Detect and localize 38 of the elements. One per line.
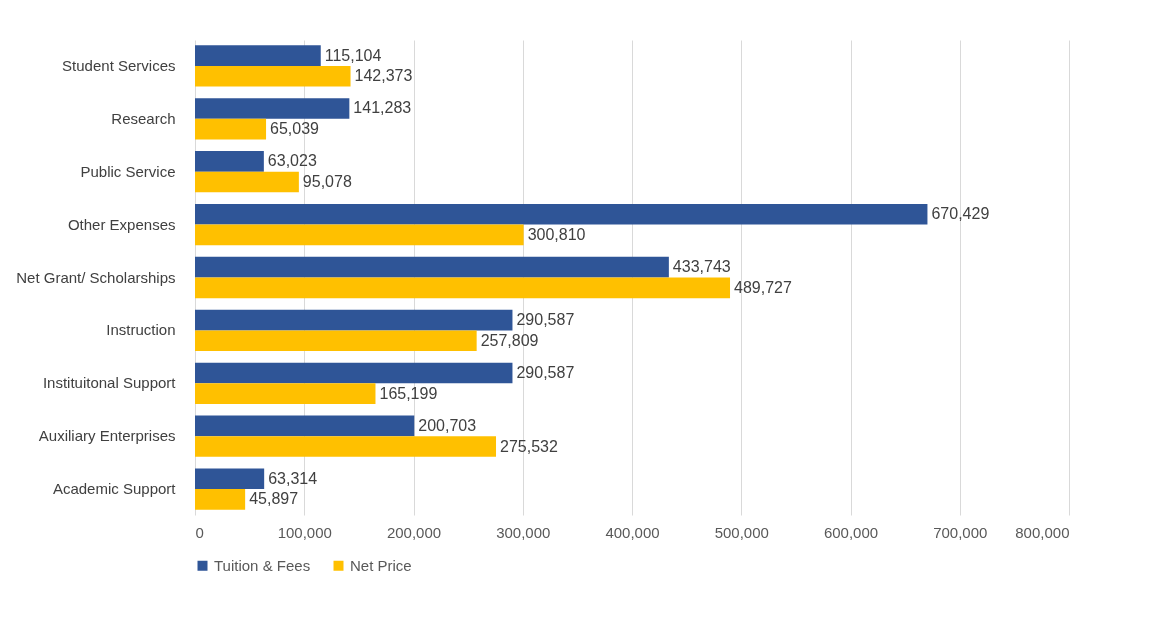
x-tick-label: 300,000 bbox=[496, 523, 551, 541]
data-label: 165,199 bbox=[379, 384, 438, 402]
y-tick-label: Instituitonal Support bbox=[42, 374, 177, 392]
data-label: 275,532 bbox=[500, 437, 558, 455]
data-label: 63,023 bbox=[267, 152, 317, 170]
data-label: 670,429 bbox=[931, 205, 990, 223]
y-tick-label: Public Service bbox=[80, 162, 176, 180]
data-label: 489,727 bbox=[734, 278, 792, 296]
x-tick-label: 600,000 bbox=[823, 523, 879, 541]
legend-label: Tuition & Fees bbox=[214, 556, 311, 574]
y-tick-label: Auxiliary Enterprises bbox=[38, 427, 176, 445]
data-label: 45,897 bbox=[249, 490, 299, 508]
x-tick-label: 500,000 bbox=[714, 523, 769, 541]
x-tick-label: 400,000 bbox=[605, 523, 660, 541]
data-label: 290,587 bbox=[516, 311, 575, 329]
data-label: 300,810 bbox=[527, 225, 586, 243]
y-tick-label: Instruction bbox=[106, 321, 176, 339]
data-label: 65,039 bbox=[270, 120, 320, 138]
x-tick-label: 200,000 bbox=[386, 523, 442, 541]
data-label: 290,587 bbox=[516, 363, 575, 381]
x-tick-label: 800,000 bbox=[1015, 523, 1070, 541]
data-label: 141,283 bbox=[353, 99, 412, 117]
data-label: 115,104 bbox=[324, 46, 382, 64]
data-label: 257,809 bbox=[480, 331, 539, 349]
data-label: 63,314 bbox=[268, 469, 318, 487]
legend-label: Net Price bbox=[350, 556, 412, 574]
y-tick-label: Other Expenses bbox=[67, 215, 176, 233]
x-tick-label: 700,000 bbox=[933, 523, 988, 541]
x-tick-label: 0 bbox=[195, 523, 204, 541]
y-tick-label: Net Grant/ Scholarships bbox=[16, 268, 176, 286]
x-tick-label: 100,000 bbox=[277, 523, 332, 541]
data-label: 200,703 bbox=[418, 416, 477, 434]
data-label: 433,743 bbox=[672, 258, 731, 276]
data-label: 142,373 bbox=[354, 67, 413, 85]
data-label: 95,078 bbox=[302, 173, 352, 191]
y-tick-label: Student Services bbox=[62, 56, 176, 74]
y-tick-label: Academic Support bbox=[52, 480, 177, 498]
y-tick-label: Research bbox=[111, 109, 176, 127]
